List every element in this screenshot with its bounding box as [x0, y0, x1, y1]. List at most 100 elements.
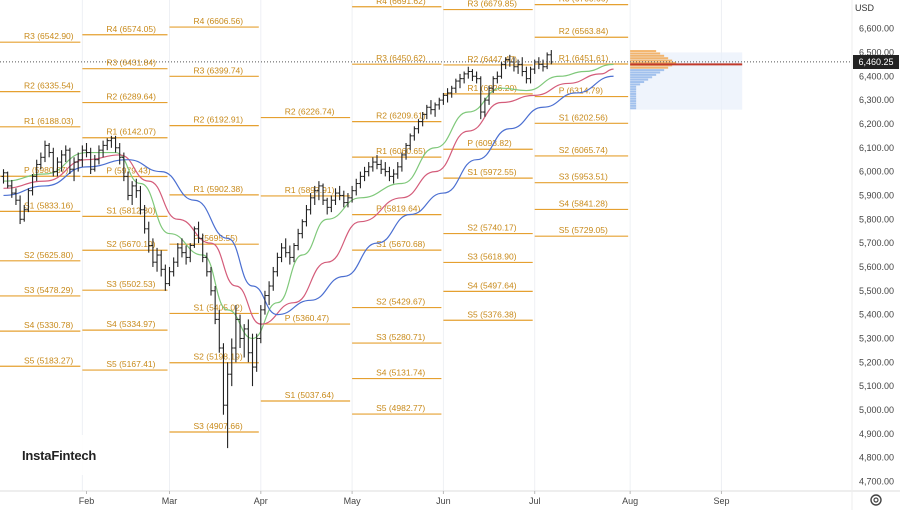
pivot-level-label: S3 (5953.51): [559, 172, 608, 182]
ohlc-bar: [209, 266, 213, 296]
volume-profile-bar: [630, 50, 657, 53]
logo-backdrop: [0, 435, 112, 475]
pivot-level-label: S2 (5198.19): [194, 352, 243, 362]
pivot-level-label: S2 (6065.74): [559, 145, 608, 155]
ohlc-bar: [59, 150, 64, 172]
settings-gear-icon[interactable]: [869, 493, 883, 507]
ohlc-bar: [536, 57, 541, 70]
ohlc-bar: [292, 243, 296, 263]
volume-profile-bar: [630, 71, 661, 74]
ohlc-bar: [38, 152, 43, 170]
moving-averages: [3, 63, 614, 340]
pivot-level-label: S2 (5625.80): [24, 250, 73, 260]
ohlc-bar: [499, 61, 504, 79]
ohlc-bar: [233, 305, 238, 363]
ohlc-bar: [258, 305, 263, 344]
ohlc-bar: [117, 143, 122, 165]
ohlc-bar: [204, 252, 209, 277]
ohlc-bar: [113, 135, 118, 153]
ohlc-bar: [478, 76, 483, 120]
ohlc-bar: [321, 183, 326, 205]
pivot-level-label: R3 (6679.85): [467, 0, 517, 9]
ohlc-bar: [341, 190, 346, 208]
ohlc-bar: [366, 162, 371, 177]
ohlc-bar: [416, 119, 421, 134]
volume-profile-bar: [630, 61, 677, 64]
y-tick-label: 5,600.00: [859, 262, 894, 272]
pivot-level-label: S5 (5183.27): [24, 355, 73, 365]
currency-label[interactable]: USD: [855, 3, 875, 13]
ohlc-bar: [43, 140, 47, 163]
pivot-level-label: R3 (6431.84): [106, 58, 156, 68]
ohlc-bar: [246, 319, 251, 363]
ohlc-bar: [130, 181, 135, 205]
ohlc-bar: [283, 238, 288, 258]
ma-mid-line: [3, 68, 614, 325]
pivot-level-label: P (5819.64): [376, 204, 420, 214]
x-tick-label: Jul: [529, 496, 541, 506]
ohlc-bar: [175, 243, 180, 267]
ohlc-bar: [345, 193, 350, 208]
ohlc-bar: [482, 97, 487, 117]
pivot-level-label: S5 (4982.77): [376, 403, 425, 413]
y-tick-label: 5,300.00: [859, 333, 894, 343]
ohlc-bar: [138, 185, 143, 215]
pivot-level-label: R1 (6060.65): [376, 146, 426, 156]
pivot-level-label: P (6093.82): [467, 138, 511, 148]
pivot-level-label: R2 (6563.84): [559, 26, 609, 36]
pivot-level-label: P (5360.47): [285, 313, 329, 323]
ohlc-bar: [196, 221, 201, 244]
ohlc-bar: [142, 204, 147, 234]
ohlc-bar: [354, 178, 359, 196]
ohlc-bar: [22, 204, 27, 222]
y-tick-label: 4,800.00: [859, 453, 894, 463]
pivot-level-label: R1 (6188.03): [24, 116, 74, 126]
ohlc-bar: [379, 159, 384, 174]
y-tick-label: 5,200.00: [859, 357, 894, 367]
ohlc-bar: [267, 281, 272, 306]
ohlc-bar: [134, 178, 139, 198]
pivot-level-label: S3 (4907.66): [194, 421, 243, 431]
ohlc-bar: [412, 126, 417, 141]
pivot-level-label: R1 (5902.38): [194, 184, 244, 194]
ohlc-bar: [300, 219, 305, 239]
volume-profile-bar: [630, 73, 657, 76]
ohlc-bar: [242, 324, 247, 358]
ohlc-bar: [109, 135, 114, 148]
ohlc-bar: [47, 143, 52, 158]
ohlc-bar: [408, 133, 413, 151]
ohlc-bar: [337, 185, 342, 201]
ohlc-bar: [308, 193, 313, 215]
ohlc-bar: [350, 185, 355, 203]
ohlc-bar: [126, 171, 130, 201]
volume-profile-bar: [630, 76, 653, 79]
pivot-level-label: S1 (5972.55): [467, 167, 516, 177]
pivot-level-label: S1 (5833.16): [24, 200, 73, 210]
volume-profile-bar: [630, 54, 665, 57]
pivot-level-label: S4 (5334.97): [106, 319, 155, 329]
y-tick-label: 5,000.00: [859, 405, 894, 415]
volume-profile-bar: [630, 59, 673, 62]
ohlc-bar: [80, 145, 85, 167]
ohlc-bar: [466, 66, 471, 79]
y-tick-label: 5,800.00: [859, 214, 894, 224]
y-tick-label: 4,700.00: [859, 476, 894, 486]
ohlc-bar: [92, 154, 97, 172]
y-tick-label: 6,000.00: [859, 167, 894, 177]
ohlc-bar: [30, 173, 35, 196]
volume-profile-bar: [630, 102, 637, 105]
ohlc-bar: [458, 73, 462, 89]
ohlc-bar: [101, 140, 106, 158]
pivot-level-label: R1 (6142.07): [106, 127, 156, 137]
ohlc-bar: [238, 314, 243, 348]
pivot-level-label: S4 (5841.28): [559, 198, 608, 208]
volume-profile-bar: [630, 83, 641, 86]
ohlc-bar: [358, 171, 363, 189]
ohlc-bar: [121, 152, 126, 182]
pivot-level-label: R4 (6606.56): [194, 16, 244, 26]
ohlc-bar: [188, 243, 193, 263]
ohlc-bar: [491, 76, 496, 93]
ohlc-bar: [387, 166, 392, 182]
pivot-level-label: R3 (6542.90): [24, 31, 74, 41]
ohlc-bar: [63, 145, 68, 163]
